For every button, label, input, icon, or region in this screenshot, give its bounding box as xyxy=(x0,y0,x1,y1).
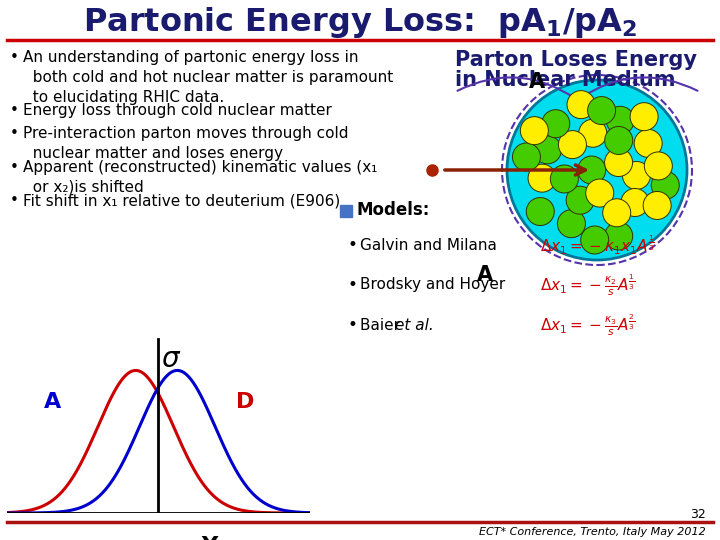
Bar xyxy=(340,205,352,217)
Circle shape xyxy=(521,117,549,145)
Text: D: D xyxy=(236,392,255,412)
Text: •: • xyxy=(10,193,19,208)
Circle shape xyxy=(652,171,679,199)
Circle shape xyxy=(588,97,616,125)
Text: A: A xyxy=(529,72,545,92)
Text: in Nuclear Medium: in Nuclear Medium xyxy=(455,70,675,90)
Text: $\Delta x_1 = -\frac{\kappa_3}{s} A^{\frac{2}{3}}$: $\Delta x_1 = -\frac{\kappa_3}{s} A^{\fr… xyxy=(540,313,636,338)
Text: $\Delta x_1 = -\frac{\kappa_2}{s} A^{\frac{1}{3}}$: $\Delta x_1 = -\frac{\kappa_2}{s} A^{\fr… xyxy=(540,272,636,298)
Circle shape xyxy=(644,152,672,180)
Text: $\Delta x_1 = -\kappa_1 x_1 A^{\frac{1}{3}}$: $\Delta x_1 = -\kappa_1 x_1 A^{\frac{1}{… xyxy=(540,233,655,257)
Text: $\sigma$: $\sigma$ xyxy=(161,345,181,373)
Circle shape xyxy=(550,165,578,193)
Text: •: • xyxy=(10,126,19,141)
Circle shape xyxy=(605,148,633,177)
Text: Models:: Models: xyxy=(357,201,431,219)
Circle shape xyxy=(534,136,562,164)
Circle shape xyxy=(623,161,650,190)
Text: •: • xyxy=(348,236,358,254)
Text: Energy loss through cold nuclear matter: Energy loss through cold nuclear matter xyxy=(23,103,332,118)
Circle shape xyxy=(605,222,633,250)
Circle shape xyxy=(566,186,594,214)
Circle shape xyxy=(541,110,570,138)
Text: $\mathbf{X_F}$: $\mathbf{X_F}$ xyxy=(200,535,230,540)
Circle shape xyxy=(634,130,662,157)
Text: •: • xyxy=(10,50,19,65)
Circle shape xyxy=(577,156,606,184)
Circle shape xyxy=(567,91,595,119)
Text: Baier: Baier xyxy=(360,318,405,333)
Text: A: A xyxy=(477,265,493,285)
Circle shape xyxy=(526,198,554,226)
Text: Galvin and Milana: Galvin and Milana xyxy=(360,238,497,253)
Text: Apparent (reconstructed) kinematic values (x₁
  or x₂)is shifted: Apparent (reconstructed) kinematic value… xyxy=(23,160,377,195)
Circle shape xyxy=(559,131,586,159)
Text: •: • xyxy=(348,276,358,294)
Text: An understanding of partonic energy loss in
  both cold and hot nuclear matter i: An understanding of partonic energy loss… xyxy=(23,50,393,105)
Text: Parton Loses Energy: Parton Loses Energy xyxy=(455,50,697,70)
Circle shape xyxy=(585,179,613,207)
Text: Brodsky and Hoyer: Brodsky and Hoyer xyxy=(360,278,505,293)
Circle shape xyxy=(643,192,671,219)
Circle shape xyxy=(581,226,608,254)
Text: et al.: et al. xyxy=(395,318,433,333)
Circle shape xyxy=(528,164,556,192)
Text: Pre-interaction parton moves through cold
  nuclear matter and loses energy: Pre-interaction parton moves through col… xyxy=(23,126,348,161)
Circle shape xyxy=(630,103,658,131)
Circle shape xyxy=(557,210,585,238)
Circle shape xyxy=(605,126,633,154)
Text: A: A xyxy=(44,392,61,412)
Circle shape xyxy=(579,119,607,147)
Circle shape xyxy=(513,143,541,171)
Text: 32: 32 xyxy=(690,509,706,522)
Circle shape xyxy=(606,106,634,134)
Text: •: • xyxy=(348,316,358,334)
Text: •: • xyxy=(10,103,19,118)
Circle shape xyxy=(621,188,649,217)
Text: Fit shift in x₁ relative to deuterium (E906): Fit shift in x₁ relative to deuterium (E… xyxy=(23,193,341,208)
Text: ECT* Conference, Trento, Italy May 2012: ECT* Conference, Trento, Italy May 2012 xyxy=(480,527,706,537)
Text: Partonic Energy Loss:  $\mathbf{pA_1/pA_2}$: Partonic Energy Loss: $\mathbf{pA_1/pA_2… xyxy=(83,4,637,39)
Circle shape xyxy=(603,199,631,227)
Text: •: • xyxy=(10,160,19,175)
Circle shape xyxy=(507,80,687,260)
